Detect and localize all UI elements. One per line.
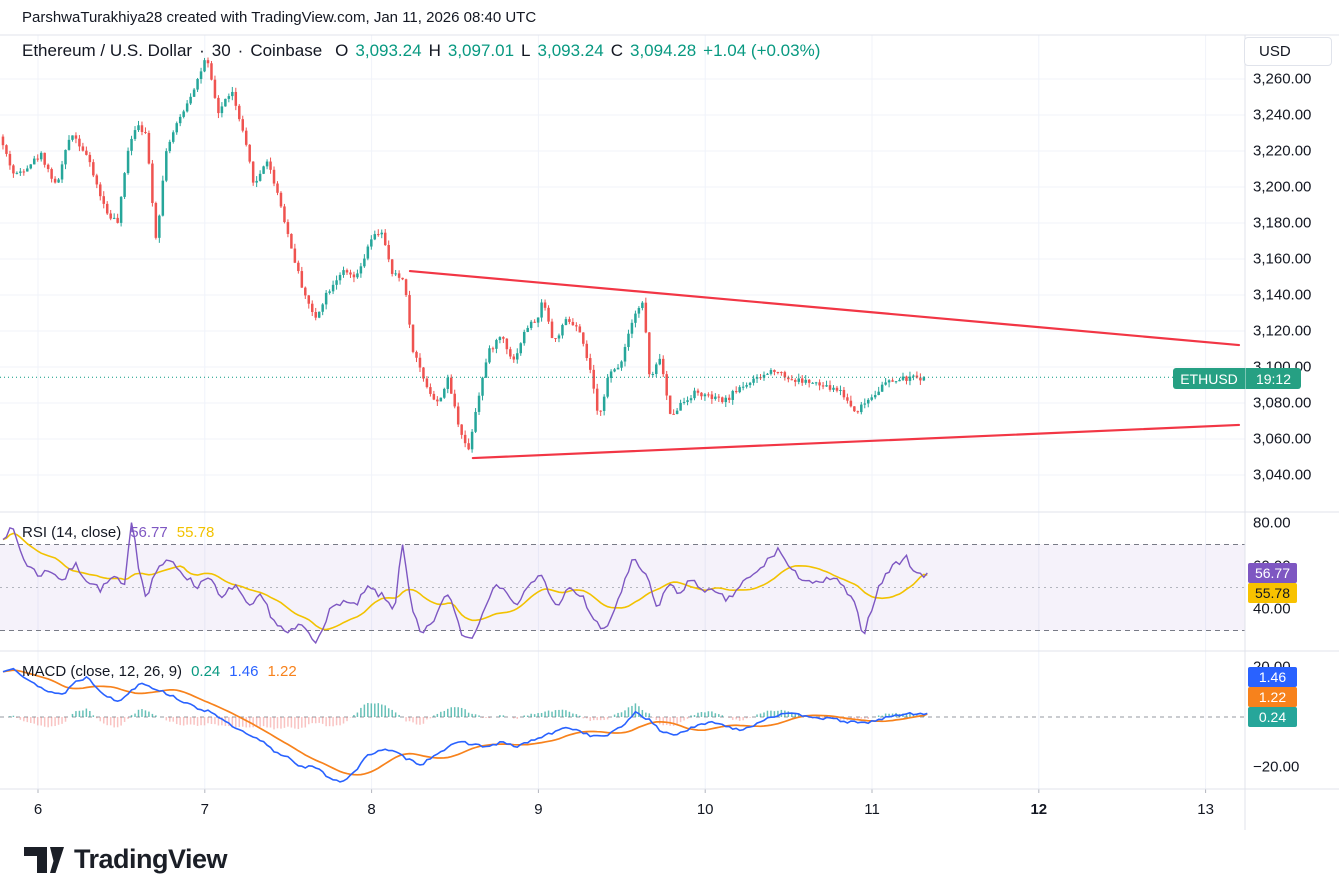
indicator-value-badge: 1.46 — [1248, 667, 1297, 687]
open-label: O — [335, 41, 349, 60]
separator-dot: · — [199, 41, 205, 60]
price-axis-label: 3,080.00 — [1253, 394, 1312, 412]
time-axis-label[interactable]: 13 — [1197, 801, 1214, 818]
macd-indicator-legend[interactable]: MACD (close, 12, 26, 9) 0.24 1.46 1.22 — [22, 663, 297, 680]
price-axis-label: 3,120.00 — [1253, 322, 1312, 340]
price-axis-label: 3,260.00 — [1253, 70, 1312, 88]
exchange-label: Coinbase — [250, 41, 323, 60]
macd-axis-label: −20.00 — [1253, 758, 1300, 776]
change-value: +1.04 (+0.03%) — [703, 41, 821, 60]
close-value: 3,094.28 — [629, 41, 697, 60]
price-axis-label: 3,220.00 — [1253, 142, 1312, 160]
low-value: 3,093.24 — [537, 41, 604, 60]
open-value: 3,093.24 — [355, 41, 422, 60]
indicator-value-badge: 0.24 — [1248, 707, 1297, 727]
time-axis-label[interactable]: 11 — [864, 801, 880, 818]
price-axis-label: 3,060.00 — [1253, 430, 1312, 448]
tradingview-logo[interactable]: TradingView — [22, 843, 228, 875]
separator-dot: · — [237, 41, 244, 60]
currency-selector[interactable]: USD — [1244, 37, 1332, 66]
symbol-name[interactable]: Ethereum / U.S. Dollar — [22, 41, 193, 60]
flag-symbol: ETHUSD — [1180, 370, 1238, 387]
price-axis-label: 3,240.00 — [1253, 106, 1312, 124]
rsi-ma-value: 55.78 — [176, 524, 215, 541]
time-axis-label[interactable]: 9 — [534, 801, 543, 818]
rsi-indicator-legend[interactable]: RSI (14, close) 56.77 55.78 — [22, 524, 214, 541]
time-axis-label[interactable]: 8 — [367, 801, 376, 818]
close-label: C — [610, 41, 623, 60]
low-label: L — [521, 41, 531, 60]
last-price-flag: ETHUSD 19:12 — [1173, 368, 1301, 389]
macd-label: MACD (close, 12, 26, 9) — [22, 663, 183, 680]
macd-value: 1.46 — [229, 663, 259, 680]
attribution-text: ParshwaTurakhiya28 created with TradingV… — [22, 9, 537, 26]
rsi-label: RSI (14, close) — [22, 524, 122, 541]
price-axis-label: 3,160.00 — [1253, 250, 1312, 268]
rsi-axis-label: 80.00 — [1253, 514, 1291, 532]
interval-label[interactable]: 30 — [211, 41, 231, 60]
time-axis-label[interactable]: 10 — [696, 801, 714, 818]
tradingview-logo-icon — [24, 847, 64, 873]
tradingview-logo-text: TradingView — [74, 843, 228, 874]
high-label: H — [428, 41, 441, 60]
flag-countdown: 19:12 — [1245, 368, 1301, 389]
rsi-value: 56.77 — [130, 524, 168, 541]
rsi-axis-label: 40.00 — [1253, 600, 1291, 618]
price-axis-label: 3,180.00 — [1253, 214, 1312, 232]
macd-signal-value: 1.22 — [267, 663, 297, 680]
time-axis-label[interactable]: 6 — [33, 801, 43, 818]
time-axis-label[interactable]: 7 — [200, 801, 209, 818]
indicator-value-badge: 56.77 — [1248, 563, 1297, 583]
indicator-value-badge: 55.78 — [1248, 583, 1297, 603]
indicator-value-badge: 1.22 — [1248, 687, 1297, 707]
currency-label: USD — [1259, 43, 1291, 60]
time-axis-label[interactable]: 12 — [1030, 801, 1048, 818]
symbol-title-bar: Ethereum / U.S. Dollar · 30 · Coinbase O… — [22, 41, 820, 61]
price-axis-label: 3,140.00 — [1253, 286, 1312, 304]
high-value: 3,097.01 — [447, 41, 515, 60]
price-axis-label: 3,200.00 — [1253, 178, 1312, 196]
price-axis-label: 3,040.00 — [1253, 466, 1312, 484]
macd-hist-value: 0.24 — [191, 663, 221, 680]
